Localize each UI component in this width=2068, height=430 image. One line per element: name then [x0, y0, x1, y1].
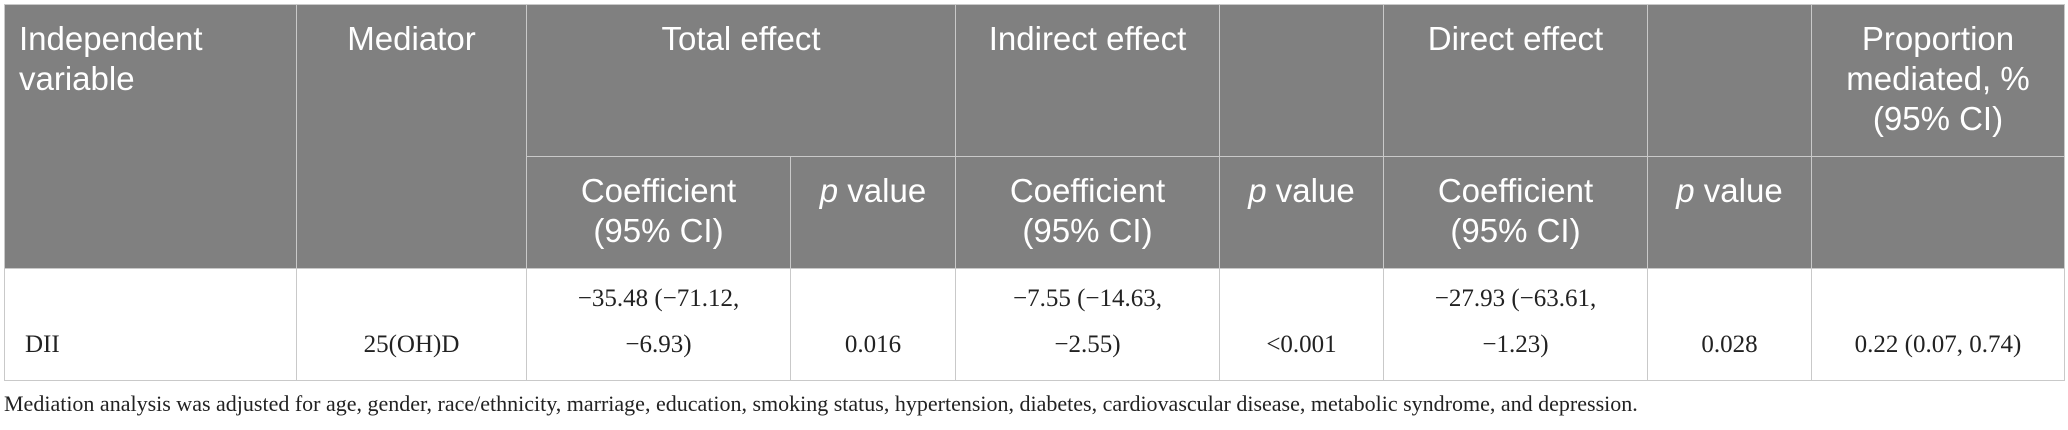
- table-footnote: Mediation analysis was adjusted for age,…: [4, 391, 1638, 416]
- mediation-analysis-table: Independent variable Mediator Total effe…: [4, 4, 2065, 381]
- header-total-coefficient: Coefficient (95% CI): [526, 156, 791, 269]
- header-direct-effect: Direct effect: [1383, 4, 1648, 157]
- cell-indirect-p: <0.001: [1219, 268, 1384, 381]
- mediation-table-container: Independent variable Mediator Total effe…: [4, 4, 2065, 417]
- cell-proportion-mediated: 0.22 (0.07, 0.74): [1811, 268, 2065, 381]
- p-italic: p: [819, 172, 839, 209]
- total-coef-line2: −6.93): [625, 331, 692, 358]
- header-empty-3: [1811, 156, 2065, 269]
- header-direct-p-value: p value: [1647, 156, 1812, 269]
- header-empty-2: [1647, 4, 1812, 157]
- total-coef-line1: −35.48 (−71.12,: [577, 285, 740, 312]
- indirect-coef-line2: −2.55): [1054, 331, 1121, 358]
- header-indirect-p-value: p value: [1219, 156, 1384, 269]
- p-italic: p: [1676, 172, 1695, 209]
- header-proportion-mediated: Proportion mediated, % (95% CI): [1811, 4, 2065, 157]
- header-indirect-effect: Indirect effect: [955, 4, 1220, 157]
- cell-total-p: 0.016: [790, 268, 956, 381]
- header-empty-1: [1219, 4, 1384, 157]
- cell-direct-coefficient: −27.93 (−63.61, −1.23): [1383, 268, 1648, 381]
- header-row-1: Independent variable Mediator Total effe…: [4, 4, 2065, 269]
- header-row-2: Coefficient (95% CI) p value Coefficient…: [5, 156, 2065, 269]
- header-indirect-coefficient: Coefficient (95% CI): [955, 156, 1220, 269]
- p-italic: p: [1248, 172, 1267, 209]
- table-row: DII 25(OH)D −35.48 (−71.12, −6.93) 0.016 …: [4, 268, 2065, 381]
- indirect-coef-line1: −7.55 (−14.63,: [1012, 285, 1163, 312]
- cell-direct-p: 0.028: [1647, 268, 1812, 381]
- direct-coef-line2: −1.23): [1482, 331, 1549, 358]
- header-independent-variable: Independent variable: [4, 4, 297, 269]
- cell-indirect-coefficient: −7.55 (−14.63, −2.55): [955, 268, 1220, 381]
- p-value-label: value: [838, 172, 927, 209]
- cell-independent-variable: DII: [4, 268, 297, 381]
- cell-total-coefficient: −35.48 (−71.12, −6.93): [526, 268, 791, 381]
- p-value-label: value: [1266, 172, 1355, 209]
- header-mediator: Mediator: [296, 4, 527, 269]
- header-total-p-value: p value: [790, 156, 956, 269]
- direct-coef-line1: −27.93 (−63.61,: [1434, 285, 1597, 312]
- header-total-effect: Total effect: [526, 4, 956, 157]
- header-direct-coefficient: Coefficient (95% CI): [1383, 156, 1648, 269]
- p-value-label: value: [1694, 172, 1783, 209]
- cell-mediator: 25(OH)D: [296, 268, 527, 381]
